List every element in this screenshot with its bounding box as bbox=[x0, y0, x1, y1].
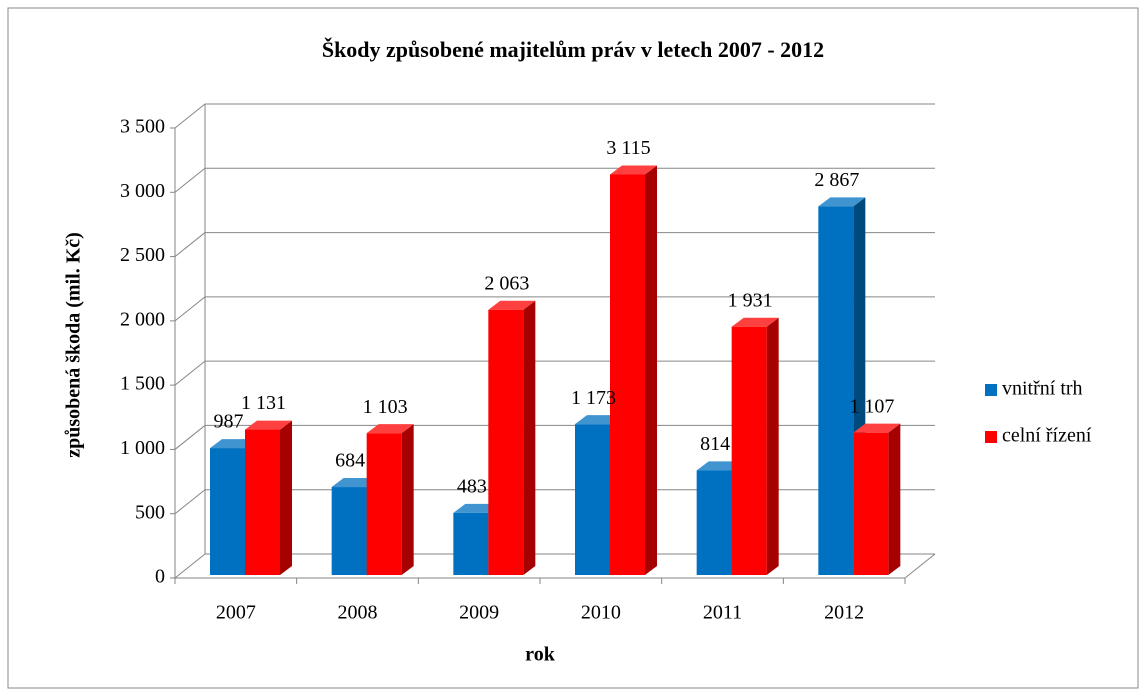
data-label: 2 867 bbox=[814, 169, 859, 191]
x-tick-label: 2007 bbox=[216, 602, 256, 624]
bar-top bbox=[818, 197, 866, 207]
data-label: 483 bbox=[457, 475, 487, 497]
bar-top bbox=[853, 423, 901, 433]
legend-label: celní řízení bbox=[1002, 425, 1092, 447]
data-label: 3 115 bbox=[606, 137, 650, 159]
bar bbox=[366, 433, 402, 575]
bar bbox=[453, 512, 489, 575]
bar bbox=[245, 429, 280, 575]
bar bbox=[210, 448, 245, 575]
bar bbox=[331, 487, 367, 575]
data-label: 684 bbox=[335, 450, 365, 472]
grid-line-side bbox=[174, 553, 206, 579]
x-tick-label: 2008 bbox=[338, 602, 378, 624]
grid-line-side bbox=[174, 232, 206, 257]
legend-label: vnitřní trh bbox=[1002, 378, 1083, 400]
y-axis-label: způsobená škoda (mil. Kč) bbox=[63, 232, 85, 458]
bar bbox=[575, 424, 610, 575]
bar-top bbox=[366, 424, 414, 434]
chart-border bbox=[7, 7, 1139, 689]
grid-line-side bbox=[174, 425, 206, 450]
data-label: 2 063 bbox=[484, 272, 529, 294]
bar-top bbox=[610, 165, 657, 175]
x-tick-label: 2012 bbox=[824, 602, 864, 624]
grid-line-side bbox=[174, 489, 206, 515]
grid-line-side bbox=[174, 167, 206, 193]
bar bbox=[610, 174, 645, 575]
y-tick-label: 2 000 bbox=[120, 308, 165, 330]
y-tick-label: 2 500 bbox=[120, 244, 165, 266]
bar-side bbox=[888, 423, 901, 575]
bar-side bbox=[766, 317, 779, 575]
legend-swatch bbox=[985, 431, 997, 443]
y-tick-label: 3 500 bbox=[120, 116, 165, 138]
y-tick-label: 1 000 bbox=[120, 437, 165, 459]
data-label: 1 173 bbox=[571, 387, 616, 409]
bar-side bbox=[280, 420, 292, 575]
bar bbox=[818, 206, 854, 575]
x-tick-label: 2009 bbox=[459, 602, 499, 624]
data-label: 1 931 bbox=[728, 289, 773, 311]
y-tick-label: 500 bbox=[135, 501, 165, 523]
y-tick-label: 0 bbox=[155, 566, 165, 588]
bar-top bbox=[245, 420, 292, 430]
bar-top bbox=[731, 317, 779, 327]
x-axis-label: rok bbox=[525, 644, 556, 666]
bar bbox=[696, 470, 732, 575]
data-label: 1 107 bbox=[849, 395, 894, 417]
bar bbox=[488, 309, 524, 575]
data-label: 987 bbox=[214, 411, 244, 433]
chart-title: Škody způsobené majitelům práv v letech … bbox=[322, 37, 824, 62]
legend-swatch bbox=[985, 384, 997, 396]
x-tick-label: 2010 bbox=[581, 602, 621, 624]
grid-line-side bbox=[174, 103, 206, 129]
grid-line-side bbox=[174, 296, 206, 322]
y-tick-label: 1 500 bbox=[120, 373, 165, 395]
data-label: 814 bbox=[700, 433, 730, 455]
bar bbox=[731, 326, 767, 575]
bar-side bbox=[401, 424, 414, 575]
data-label: 1 131 bbox=[241, 392, 286, 414]
floor-right-edge bbox=[904, 553, 936, 579]
x-tick-label: 2011 bbox=[703, 602, 742, 624]
bar-side bbox=[523, 300, 536, 575]
bar bbox=[853, 432, 889, 575]
grid-line-side bbox=[174, 360, 206, 386]
bar-top bbox=[488, 300, 536, 310]
bar-side bbox=[645, 165, 657, 575]
y-tick-label: 3 000 bbox=[120, 180, 165, 202]
data-label: 1 103 bbox=[363, 396, 408, 418]
